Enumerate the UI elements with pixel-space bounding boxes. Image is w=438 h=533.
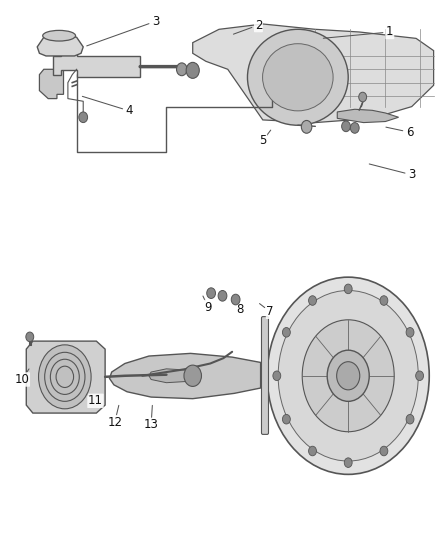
Circle shape — [283, 415, 290, 424]
Circle shape — [380, 446, 388, 456]
Ellipse shape — [45, 352, 85, 401]
Text: 12: 12 — [107, 416, 122, 429]
Text: 3: 3 — [152, 15, 159, 28]
Circle shape — [327, 350, 369, 401]
Ellipse shape — [42, 30, 76, 41]
Circle shape — [79, 112, 88, 123]
Circle shape — [416, 371, 424, 381]
Circle shape — [231, 294, 240, 305]
Text: 8: 8 — [237, 303, 244, 316]
Circle shape — [406, 415, 414, 424]
Polygon shape — [193, 24, 434, 123]
Text: 5: 5 — [259, 134, 266, 147]
Text: 10: 10 — [14, 373, 29, 386]
Circle shape — [337, 362, 360, 390]
Ellipse shape — [39, 345, 91, 409]
Ellipse shape — [247, 29, 348, 125]
Text: 9: 9 — [204, 301, 212, 313]
Polygon shape — [39, 69, 64, 99]
Circle shape — [301, 120, 312, 133]
Text: 3: 3 — [408, 168, 415, 181]
Polygon shape — [37, 32, 83, 56]
FancyArrow shape — [29, 333, 31, 345]
Circle shape — [218, 290, 227, 301]
Polygon shape — [110, 353, 261, 399]
Circle shape — [207, 288, 215, 298]
Circle shape — [267, 277, 429, 474]
FancyBboxPatch shape — [261, 317, 268, 434]
Circle shape — [350, 123, 359, 133]
Polygon shape — [149, 369, 193, 383]
Text: 6: 6 — [406, 126, 413, 139]
Circle shape — [26, 332, 34, 342]
Circle shape — [184, 365, 201, 386]
Polygon shape — [26, 341, 105, 413]
Circle shape — [283, 327, 290, 337]
Ellipse shape — [263, 44, 333, 111]
Polygon shape — [53, 51, 140, 77]
Text: 7: 7 — [266, 305, 274, 318]
Circle shape — [177, 63, 187, 76]
Text: 4: 4 — [125, 104, 133, 117]
Circle shape — [302, 320, 394, 432]
Circle shape — [278, 290, 418, 461]
Circle shape — [308, 446, 316, 456]
Text: 13: 13 — [144, 418, 159, 431]
Circle shape — [308, 296, 316, 305]
Circle shape — [380, 296, 388, 305]
Circle shape — [406, 327, 414, 337]
Circle shape — [344, 284, 352, 294]
Ellipse shape — [56, 366, 74, 387]
Polygon shape — [337, 109, 399, 123]
Ellipse shape — [50, 359, 79, 394]
Text: 1: 1 — [386, 26, 394, 38]
Circle shape — [186, 62, 199, 78]
Text: 2: 2 — [254, 19, 262, 31]
Circle shape — [344, 458, 352, 467]
Circle shape — [359, 92, 367, 102]
Circle shape — [273, 371, 281, 381]
Text: 11: 11 — [88, 394, 103, 407]
Circle shape — [342, 121, 350, 132]
